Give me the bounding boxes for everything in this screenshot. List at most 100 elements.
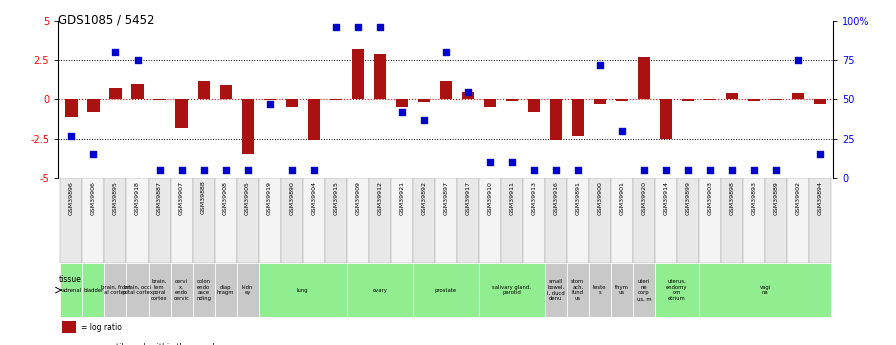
Text: cervi
x,
endo
cervic: cervi x, endo cervic — [174, 279, 189, 301]
Bar — [237, 263, 259, 317]
Point — [373, 24, 387, 30]
Bar — [721, 178, 743, 263]
Bar — [368, 178, 391, 263]
Bar — [214, 263, 237, 317]
Bar — [65, 99, 78, 117]
Point — [527, 167, 541, 173]
Text: GSM39897: GSM39897 — [444, 181, 448, 215]
Bar — [501, 178, 523, 263]
Bar — [280, 178, 303, 263]
Text: GSM39891: GSM39891 — [575, 181, 581, 215]
Bar — [347, 178, 368, 263]
Text: GSM39904: GSM39904 — [311, 181, 316, 215]
Bar — [242, 99, 254, 155]
Text: GSM39889: GSM39889 — [773, 181, 779, 215]
Text: prostate: prostate — [435, 288, 457, 293]
Point — [548, 167, 563, 173]
Text: GSM39906: GSM39906 — [91, 181, 96, 215]
Text: GDS1085 / 5452: GDS1085 / 5452 — [58, 14, 155, 27]
Bar — [550, 99, 562, 140]
Text: diap
hragm: diap hragm — [217, 285, 235, 296]
Bar — [170, 178, 193, 263]
Bar — [153, 99, 166, 100]
Bar — [60, 178, 82, 263]
Bar — [528, 99, 540, 112]
Bar — [413, 263, 478, 317]
Text: vagi
na: vagi na — [760, 285, 771, 296]
Text: GSM39916: GSM39916 — [554, 181, 558, 215]
Text: uteri
ne
corp
us, m: uteri ne corp us, m — [637, 279, 651, 301]
Bar — [149, 178, 170, 263]
Bar — [457, 178, 478, 263]
Point — [593, 62, 607, 68]
Point — [394, 109, 409, 115]
Text: = percentile rank within the sample: = percentile rank within the sample — [82, 343, 220, 345]
Point — [175, 167, 189, 173]
Bar — [748, 99, 760, 101]
Bar — [82, 178, 105, 263]
Text: GSM39901: GSM39901 — [619, 181, 625, 215]
Bar — [787, 178, 809, 263]
Bar — [374, 54, 386, 99]
Bar — [176, 99, 187, 128]
Bar — [726, 93, 738, 99]
Text: salivary gland,
parotid: salivary gland, parotid — [493, 285, 531, 296]
Text: GSM39908: GSM39908 — [223, 181, 228, 215]
Text: GSM39910: GSM39910 — [487, 181, 492, 215]
Bar — [545, 263, 567, 317]
Bar — [109, 88, 122, 99]
Bar — [699, 178, 721, 263]
Bar — [523, 178, 545, 263]
Text: GSM39892: GSM39892 — [421, 181, 426, 215]
Bar — [132, 83, 143, 99]
Bar — [505, 99, 518, 101]
Bar — [655, 178, 677, 263]
Bar — [814, 99, 826, 104]
Bar — [589, 178, 611, 263]
Point — [747, 167, 762, 173]
Text: GSM39917: GSM39917 — [465, 181, 470, 215]
Bar — [62, 321, 76, 333]
Text: GSM39899: GSM39899 — [685, 181, 691, 215]
Text: GSM39903: GSM39903 — [708, 181, 712, 215]
Bar — [682, 99, 694, 101]
Bar — [638, 57, 650, 99]
Bar — [435, 178, 457, 263]
Text: GSM39895: GSM39895 — [113, 181, 118, 215]
Text: stom
ach,
fund
us: stom ach, fund us — [572, 279, 584, 301]
Bar — [765, 178, 787, 263]
Point — [350, 24, 365, 30]
Bar — [149, 263, 170, 317]
Bar — [126, 178, 149, 263]
Text: adrenal: adrenal — [62, 288, 82, 293]
Bar — [197, 80, 210, 99]
Text: GSM39914: GSM39914 — [663, 181, 668, 215]
Bar — [170, 263, 193, 317]
Point — [681, 167, 695, 173]
Point — [196, 167, 211, 173]
Text: GSM39902: GSM39902 — [796, 181, 800, 215]
Point — [461, 89, 475, 94]
Bar — [633, 263, 655, 317]
Bar — [616, 99, 628, 101]
Bar — [347, 263, 413, 317]
Text: GSM39890: GSM39890 — [289, 181, 294, 215]
Text: GSM39896: GSM39896 — [69, 181, 74, 215]
Point — [65, 133, 79, 138]
Point — [240, 167, 254, 173]
Bar — [594, 99, 606, 104]
Text: brain, occi
pital cortex: brain, occi pital cortex — [123, 285, 152, 296]
Text: GSM39919: GSM39919 — [267, 181, 272, 215]
Bar — [60, 263, 82, 317]
Bar — [303, 178, 324, 263]
Text: GSM39900: GSM39900 — [598, 181, 602, 215]
Bar — [259, 178, 280, 263]
Point — [219, 167, 233, 173]
Bar — [105, 263, 126, 317]
Text: GSM39918: GSM39918 — [135, 181, 140, 215]
Bar — [611, 178, 633, 263]
Point — [769, 167, 783, 173]
Text: GSM39907: GSM39907 — [179, 181, 184, 215]
Bar — [567, 178, 589, 263]
Bar — [237, 178, 259, 263]
